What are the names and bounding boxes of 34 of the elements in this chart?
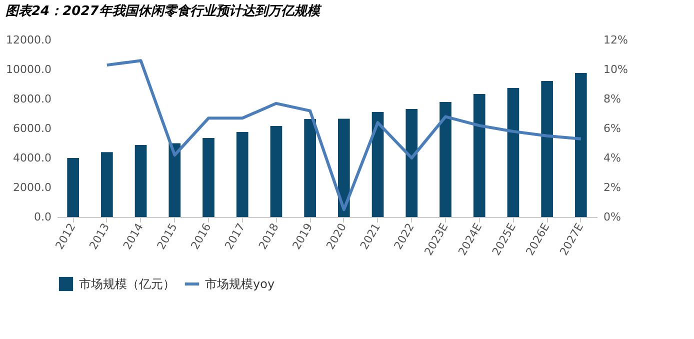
bar <box>507 88 520 217</box>
bar <box>168 143 181 217</box>
line-series <box>105 59 582 212</box>
bar <box>101 152 113 217</box>
y2-tick-label: 2% <box>604 181 621 194</box>
bar <box>236 132 248 217</box>
bar <box>440 102 452 217</box>
y2-tick-label: 12% <box>604 34 628 46</box>
bar <box>134 145 147 217</box>
legend-label: 市场规模yoy <box>205 277 275 291</box>
y-tick-label: 0.0 <box>34 210 52 224</box>
legend-label: 市场规模（亿元） <box>79 277 175 291</box>
y2-tick-label: 6% <box>604 122 621 135</box>
bar <box>304 119 316 217</box>
y-tick-label: 12000.0 <box>6 34 52 46</box>
bar <box>406 109 418 217</box>
bar <box>372 112 384 217</box>
y2-tick-label: 0% <box>604 210 621 224</box>
bar <box>270 126 282 217</box>
bar <box>473 94 486 217</box>
y-tick-label: 10000.0 <box>6 63 52 76</box>
bar <box>541 81 553 217</box>
y2-tick-label: 4% <box>604 152 621 164</box>
y-tick-label: 4000.0 <box>13 152 52 164</box>
y-tick-label: 6000.0 <box>13 122 52 135</box>
bar <box>574 73 587 217</box>
y-tick-label: 2000.0 <box>13 181 52 194</box>
bar <box>67 158 80 217</box>
bar <box>338 118 350 217</box>
bar <box>202 138 214 217</box>
y2-tick-label: 8% <box>604 92 621 106</box>
chart-title: 图表24：2027年我国休闲零食行业预计达到万亿规模 <box>6 3 322 19</box>
y2-tick-label: 10% <box>604 63 628 76</box>
y-tick-label: 8000.0 <box>13 92 52 106</box>
